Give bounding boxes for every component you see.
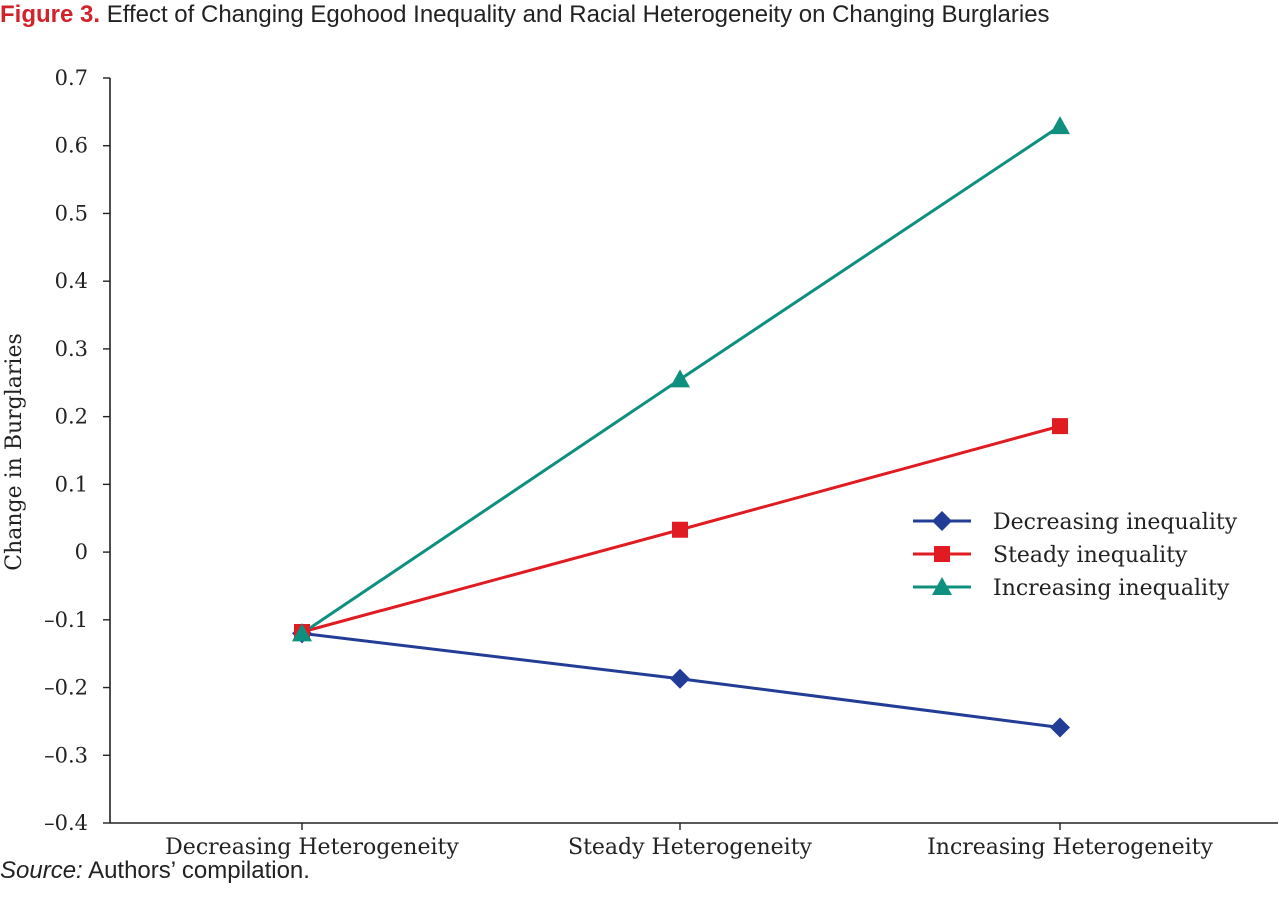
y-tick-label: 0.1: [55, 472, 88, 496]
y-axis-ticks: 0.7 0.6 0.5 0.4 0.3 0.2 0.1 0 –0.1 –0.2 –0.3 –0.4: [44, 66, 110, 835]
y-tick-label: 0.6: [55, 134, 88, 158]
y-tick-label: –0.4: [44, 811, 88, 835]
y-tick-label: 0.4: [55, 269, 88, 293]
y-tick-label: 0.3: [55, 337, 88, 361]
source-label: Source:: [0, 857, 83, 884]
x-tick-label: Increasing Heterogeneity: [927, 835, 1213, 860]
x-tick-label: Decreasing Heterogeneity: [165, 835, 459, 860]
y-tick-label: 0: [75, 540, 88, 564]
data-point: [672, 521, 688, 538]
source-text: Authors’ compilation.: [88, 857, 310, 884]
y-tick-label: –0.3: [44, 743, 88, 767]
legend-item: Increasing inequality: [913, 576, 1230, 601]
legend-label: Increasing inequality: [993, 576, 1230, 601]
legend-swatch-marker: [932, 511, 952, 531]
chart-axes: [109, 78, 1278, 824]
legend-item: Decreasing inequality: [913, 510, 1238, 535]
figure-title-text: Effect of Changing Egohood Inequality an…: [106, 1, 1050, 28]
x-axis-ticks: Decreasing Heterogeneity Steady Heterogen…: [165, 823, 1213, 860]
data-point: [1050, 717, 1070, 738]
chart-legend: Decreasing inequality Steady inequality In…: [913, 510, 1238, 601]
data-point: [292, 623, 312, 642]
y-tick-label: 0.5: [55, 201, 88, 225]
y-tick-label: –0.2: [44, 676, 88, 700]
y-axis-label: Change in Burglaries: [2, 333, 27, 571]
legend-item: Steady inequality: [913, 543, 1188, 568]
series-lines: [301, 124, 1061, 729]
legend-label: Decreasing inequality: [993, 510, 1238, 535]
legend-swatch-marker: [934, 546, 950, 562]
data-point: [1050, 116, 1070, 135]
series-markers: [292, 116, 1070, 738]
y-tick-label: 0.7: [55, 66, 88, 90]
source-note: Source: Authors’ compilation.: [0, 856, 310, 886]
figure-title: Figure 3. Effect of Changing Egohood Ine…: [0, 0, 1050, 30]
legend-swatch-marker: [932, 577, 952, 595]
data-point: [670, 369, 690, 388]
y-tick-label: 0.2: [55, 405, 88, 429]
y-tick-label: –0.1: [44, 608, 88, 632]
legend-label: Steady inequality: [993, 543, 1188, 568]
data-point: [1052, 418, 1068, 435]
x-tick-label: Steady Heterogeneity: [568, 835, 813, 860]
figure-label: Figure 3.: [0, 1, 101, 28]
data-point: [670, 668, 690, 689]
